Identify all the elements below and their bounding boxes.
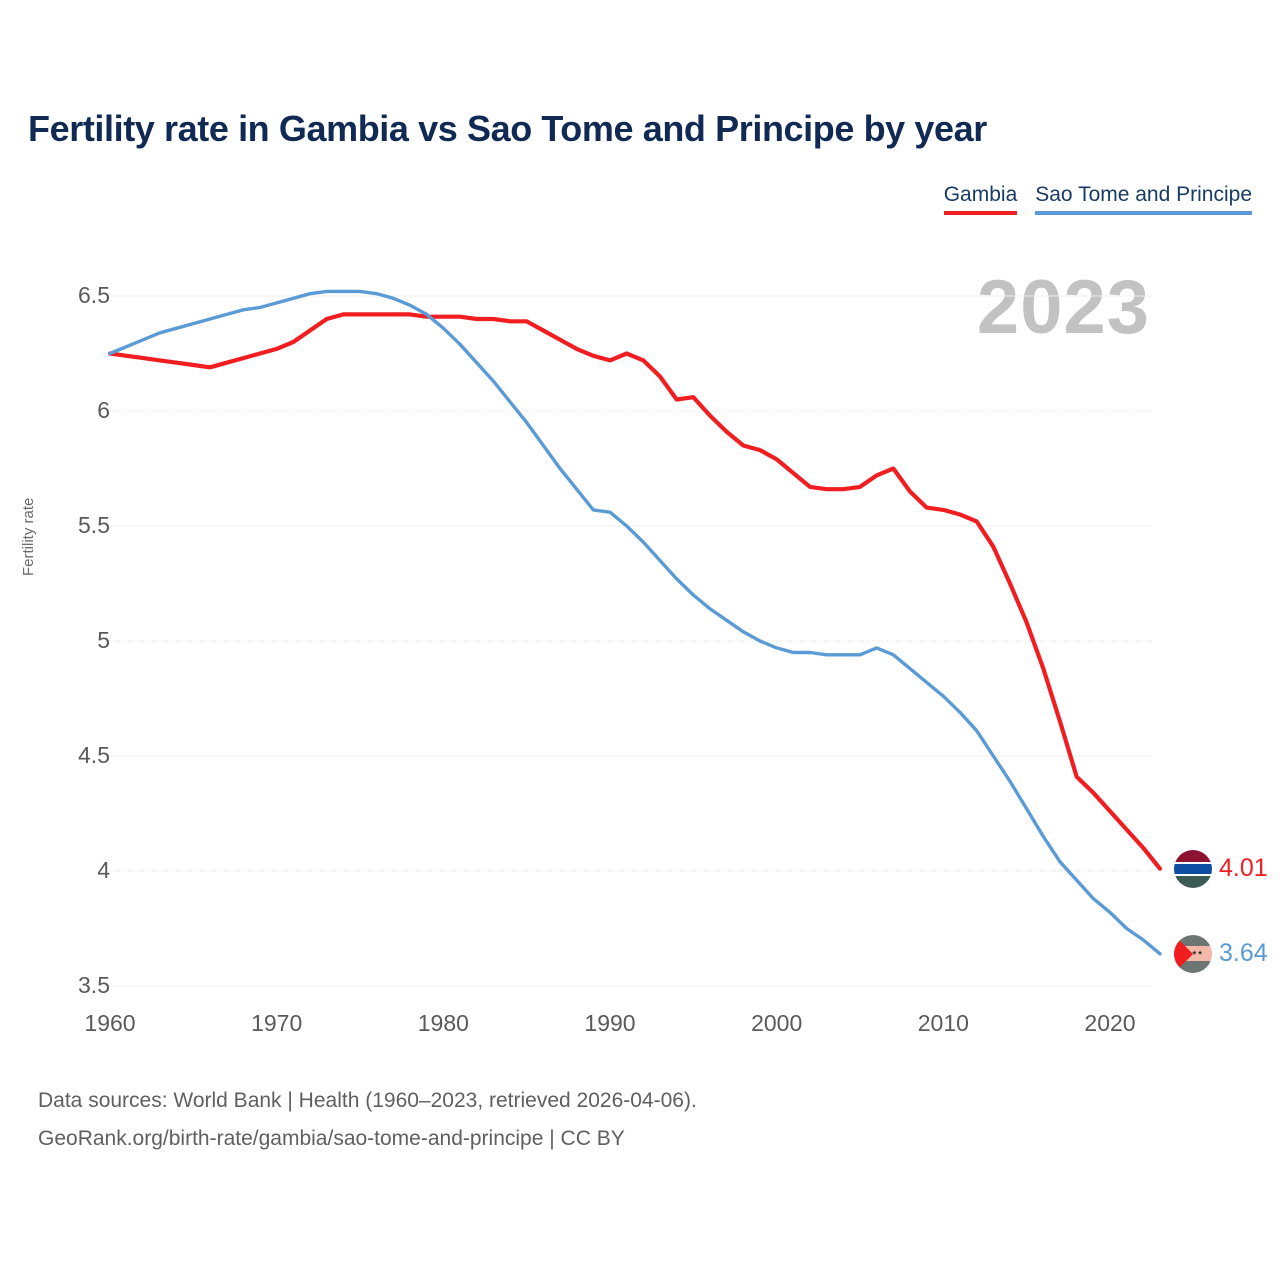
footer-line-url[interactable]: GeoRank.org/birth-rate/gambia/sao-tome-a… xyxy=(38,1127,625,1150)
sao-tome-and-principe-flag-icon xyxy=(1174,934,1212,973)
y-axis-tick-label: 5 xyxy=(97,627,110,653)
y-axis-tick-label: 6.5 xyxy=(78,282,110,308)
footer-credits: Data sources: World Bank | Health (1960–… xyxy=(38,1082,697,1158)
x-axis-tick-label: 2010 xyxy=(917,1010,969,1036)
legend-item-gambia[interactable]: Gambia xyxy=(943,182,1018,215)
year-watermark: 2023 xyxy=(976,265,1150,350)
y-axis-tick-label: 5.5 xyxy=(78,512,110,538)
page-title: Fertility rate in Gambia vs Sao Tome and… xyxy=(28,108,987,149)
x-axis-tick-label: 2020 xyxy=(1084,1010,1136,1036)
y-axis-tick-label: 4 xyxy=(97,857,110,883)
legend-label-gambia: Gambia xyxy=(943,183,1018,206)
endpoint-marker-sao-tome-and-principe[interactable]: 3.64 xyxy=(1174,934,1268,973)
x-axis-tick-label: 1980 xyxy=(417,1010,469,1036)
y-axis-label: Fertility rate xyxy=(20,497,37,576)
legend-color-swatch-sao-tome-and-principe xyxy=(1035,211,1252,215)
x-axis-tick-label: 1990 xyxy=(584,1010,636,1036)
series-line-sao-tome-and-principe xyxy=(108,289,1162,956)
gambia-flag-icon xyxy=(1174,849,1212,888)
legend-label-sao-tome-and-principe: Sao Tome and Principe xyxy=(1035,183,1252,206)
footer-line-data-sources: Data sources: World Bank | Health (1960–… xyxy=(38,1089,697,1112)
y-axis-tick-label: 6 xyxy=(97,397,110,423)
series-line-gambia xyxy=(107,312,1163,871)
endpoint-value-sao-tome-and-principe: 3.64 xyxy=(1219,939,1268,968)
x-axis-tick-label: 2000 xyxy=(751,1010,803,1036)
legend-item-sao-tome-and-principe[interactable]: Sao Tome and Principe xyxy=(1035,182,1252,215)
x-axis-tick-label: 1970 xyxy=(251,1010,303,1036)
endpoint-marker-gambia[interactable]: 4.01 xyxy=(1174,849,1268,888)
chart-legend: Gambia Sao Tome and Principe xyxy=(943,182,1252,215)
endpoint-value-gambia: 4.01 xyxy=(1219,854,1268,883)
y-axis-tick-label: 4.5 xyxy=(78,742,110,768)
x-axis-tick-label: 1960 xyxy=(84,1010,136,1036)
y-axis-tick-label: 3.5 xyxy=(78,972,110,998)
legend-color-swatch-gambia xyxy=(943,211,1018,215)
